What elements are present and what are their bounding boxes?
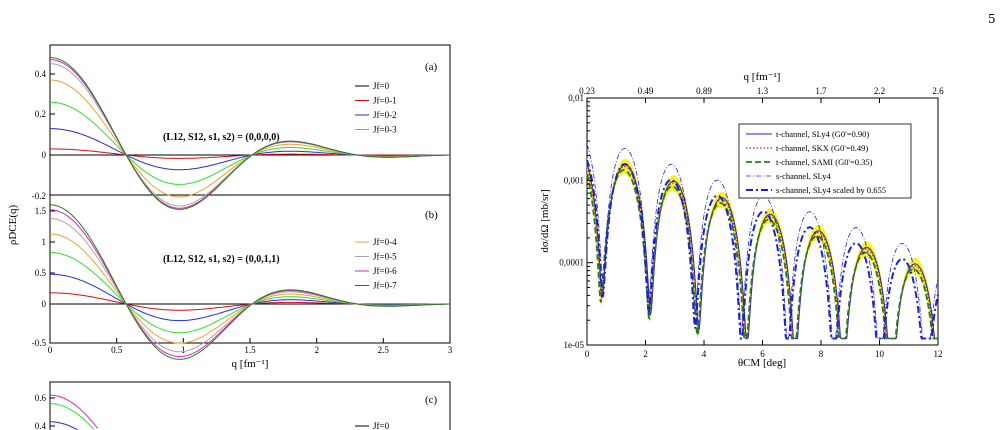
legend-label: Jf=0-4 — [373, 237, 397, 247]
cross-section-curve — [586, 159, 939, 340]
right-xtick: 4 — [702, 349, 707, 359]
legend-label: Jf=0-1 — [373, 96, 397, 106]
right-y-label: dσ/dΩ [mb/sr] — [539, 189, 551, 252]
right-ytick: 0,001 — [564, 175, 584, 185]
panel-b-ytick: -0.5 — [32, 338, 47, 348]
panel-b-xtick: 1 — [181, 345, 186, 355]
panel-b-xtick: 3 — [448, 345, 453, 355]
right-ytick: 0,0001 — [559, 258, 584, 268]
panel-b-tag: (b) — [425, 209, 438, 221]
density-curve — [50, 403, 95, 430]
cross-section-curve — [586, 165, 938, 340]
panel-a-legend: Jf=0 Jf=0-1 Jf=0-2 Jf=0-3 — [355, 81, 397, 135]
panel-b-ytick: 0.5 — [35, 268, 47, 278]
density-curve — [50, 292, 450, 311]
panel-a-curves — [49, 57, 450, 210]
right-top-tick: 1.7 — [815, 86, 827, 96]
density-curve — [50, 421, 78, 430]
panel-a-ytick: 0 — [42, 150, 47, 160]
left-figure: 0.4 0.2 0 -0.2 1.5 1 0.5 0 -0.5 0 0.5 1 — [7, 44, 453, 430]
right-ytick: 1e-05 — [564, 340, 585, 350]
right-top-tick: 0.23 — [579, 86, 595, 96]
panel-b-annotation: (L12, S12, s1, s2) = (0,0,1,1) — [163, 254, 280, 265]
right-axes: 0 2 4 6 8 10 12 0.23 0.49 0.89 1.3 1.7 2.2 2.6 0,01 0,0… — [559, 86, 944, 359]
right-legend-label: t-channel, SAMI (G0'=0.35) — [776, 157, 873, 167]
left-y-axis-label: ρDCE(q) — [7, 205, 19, 246]
panel-a-tag: (a) — [425, 61, 438, 73]
panel-c-frame — [49, 381, 451, 430]
panel-b-ytick: 0 — [42, 299, 47, 309]
legend-label: Jf=0-3 — [373, 125, 397, 135]
panel-b-x-ticks: 0 0.5 1 1.5 2 2.5 3 — [48, 338, 453, 355]
legend-label: Jf=0-5 — [373, 252, 397, 262]
right-top-tick: 2.2 — [874, 86, 885, 96]
right-xtick: 10 — [875, 349, 885, 359]
legend-label: Jf=0-2 — [373, 110, 397, 120]
right-xtick: 2 — [643, 349, 648, 359]
right-legend-label: s-channel, SLy4 scaled by 0.655 — [776, 185, 886, 195]
right-top-tick: 2.6 — [932, 86, 944, 96]
panel-a-ytick: 0.2 — [35, 109, 46, 119]
panel-c-curves — [49, 394, 99, 430]
legend-label: Jf=0 — [373, 81, 390, 91]
panel-c-tag: (c) — [425, 394, 438, 406]
right-figure: 0 2 4 6 8 10 12 0.23 0.49 0.89 1.3 1.7 2.2 2.6 0,01 0,0… — [539, 71, 944, 369]
right-top-tick: 0.89 — [696, 86, 712, 96]
right-xtick: 6 — [760, 349, 765, 359]
right-top-tick: 1.3 — [757, 86, 769, 96]
panel-a-y-ticks: 0.4 0.2 0 -0.2 — [32, 69, 55, 201]
panel-a-ytick: -0.2 — [32, 191, 46, 201]
panel-c-ytick: 0.6 — [35, 393, 47, 403]
panel-b-xtick: 1.5 — [244, 345, 256, 355]
panel-b-curves — [49, 204, 450, 360]
right-legend-label: t-channel, SKX (G0'=0.49) — [776, 143, 868, 153]
right-legend-label: s-channel, SLy4 — [776, 171, 832, 181]
panel-b-y-ticks: 1.5 1 0.5 0 -0.5 — [32, 206, 55, 348]
page-number: 5 — [988, 12, 996, 26]
right-xtick: 0 — [585, 349, 590, 359]
right-top-tick: 0.49 — [638, 86, 654, 96]
right-ytick: 0,01 — [568, 93, 584, 103]
panel-c-y-ticks: 0.6 0.4 — [35, 393, 55, 430]
panel-a-frame — [49, 44, 451, 196]
panel-b-xtick: 2.5 — [378, 345, 390, 355]
right-x-label: θCM [deg] — [738, 357, 786, 369]
panel-a-annotation: (L12, S12, s1, s2) = (0,0,0,0) — [163, 132, 280, 143]
right-legend-label: t-channel, SLy4 (G0'=0.90) — [776, 129, 869, 139]
legend-label: Jf=0-6 — [373, 266, 397, 276]
density-curve — [50, 57, 450, 210]
panel-b-xtick: 0.5 — [111, 345, 123, 355]
left-x-axis-label: q [fm⁻¹] — [232, 358, 269, 370]
right-legend: t-channel, SLy4 (G0'=0.90) t-channel, SKX… — [738, 123, 912, 199]
panel-b-xtick: 2 — [314, 345, 319, 355]
right-xtick: 12 — [934, 349, 943, 359]
panel-c-ytick: 0.4 — [35, 421, 47, 430]
panel-a-ytick: 0.4 — [35, 69, 47, 79]
density-curve — [49, 204, 450, 360]
panel-b-legend: Jf=0-4 Jf=0-5 Jf=0-6 Jf=0-7 — [355, 237, 397, 291]
density-curve — [49, 394, 99, 429]
panel-c-legend: Jf=0 — [355, 421, 390, 430]
legend-label: Jf=0 — [373, 421, 390, 430]
right-top-x-label: q [fm⁻¹] — [744, 71, 781, 83]
cross-section-curve — [586, 169, 938, 340]
right-xtick: 8 — [819, 349, 824, 359]
panel-b-xtick: 0 — [48, 345, 53, 355]
right-legend-box — [738, 123, 912, 199]
legend-label: Jf=0-7 — [373, 281, 397, 291]
panel-b-ytick: 1 — [42, 237, 47, 247]
panel-b-ytick: 1.5 — [35, 206, 47, 216]
